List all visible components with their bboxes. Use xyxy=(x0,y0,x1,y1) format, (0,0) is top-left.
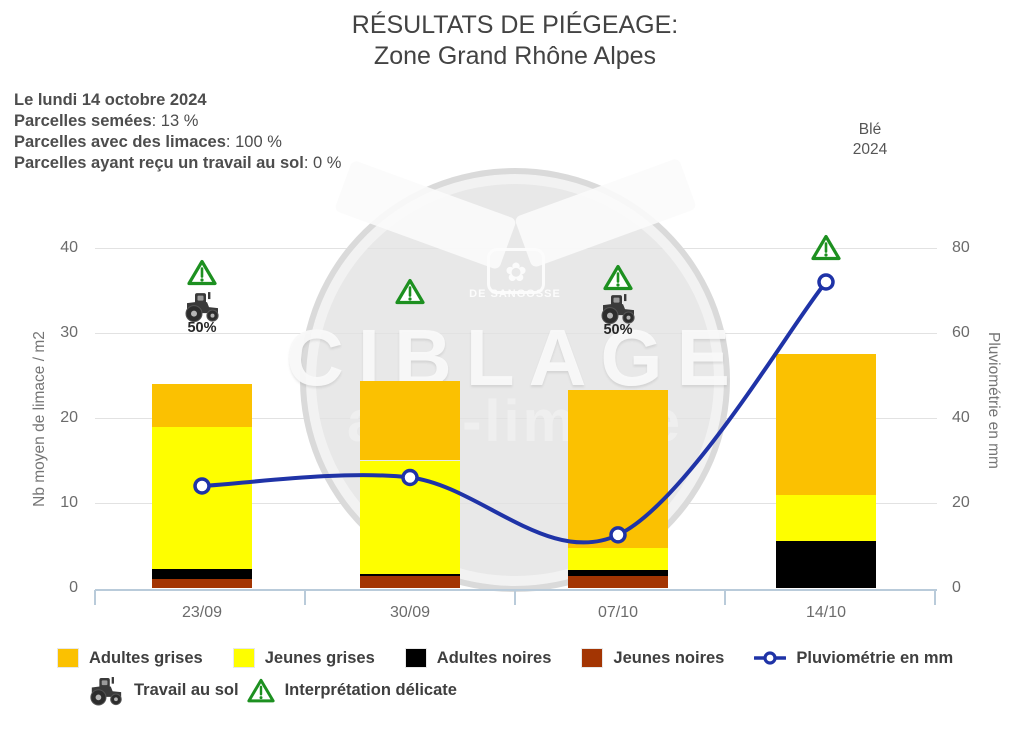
legend-item-interpr-tation-d-licate[interactable]: Interprétation délicate xyxy=(246,678,457,703)
legend-item-jeunes-grises[interactable]: Jeunes grises xyxy=(232,648,375,668)
y-axis-tick-left: 20 xyxy=(60,409,78,426)
page-title: RÉSULTATS DE PIÉGEAGE: Zone Grand Rhône … xyxy=(0,10,1030,72)
x-tick-label: 14/10 xyxy=(805,604,847,621)
legend-swatch xyxy=(581,648,604,668)
legend-label: Interprétation délicate xyxy=(284,681,457,700)
bar-segment-jeunes-noires xyxy=(152,578,252,588)
y-axis-tick-left: 30 xyxy=(60,324,78,341)
legend-label: Travail au sol xyxy=(134,681,239,700)
x-axis-tick xyxy=(724,590,726,605)
info-row-slugs: Parcelles avec des limaces: 100 % xyxy=(14,133,282,151)
legend-swatch xyxy=(57,648,79,668)
legend-item-adultes-noires[interactable]: Adultes noires xyxy=(404,648,552,668)
bar-segment-adultes-grises xyxy=(776,354,876,495)
bar-segment-jeunes-grises xyxy=(152,426,252,570)
bar-segment-jeunes-noires xyxy=(568,576,668,588)
bar-segment-adultes-noires xyxy=(568,570,668,577)
y-axis-tick-left: 0 xyxy=(69,579,78,596)
tractor-icon xyxy=(90,677,122,706)
legend-label: Jeunes grises xyxy=(264,648,375,667)
rain-line-legend-icon xyxy=(754,650,787,666)
warning-triangle-icon xyxy=(811,235,841,261)
legend-row-1: Adultes grises Jeunes grises Adultes noire… xyxy=(57,648,953,668)
x-axis-line xyxy=(95,589,937,591)
warning-triangle-icon xyxy=(246,678,275,703)
bar-segment-jeunes-noires xyxy=(360,576,460,588)
watermark-flower-icon: ✿ xyxy=(487,248,545,294)
x-tick-label: 23/09 xyxy=(181,604,223,621)
legend-item-travail-au-sol[interactable]: Travail au sol xyxy=(88,676,239,706)
legend-label: Adultes noires xyxy=(436,648,552,667)
watermark-ribbon-left xyxy=(334,159,517,271)
bar-segment-adultes-noires xyxy=(152,569,252,579)
legend-item-pluviom-trie-en-mm[interactable]: Pluviométrie en mm xyxy=(754,649,953,668)
rain-point-marker xyxy=(817,273,835,291)
crop-name: Blé xyxy=(858,121,882,138)
y-axis-title-right: Pluviométrie en mm xyxy=(985,332,1002,469)
legend-label: Jeunes noires xyxy=(613,648,725,667)
tillage-percent-label: 50% xyxy=(603,321,633,338)
tractor-legend-icon xyxy=(88,676,124,706)
tractor-icon xyxy=(601,293,635,324)
y-axis-title-left: Nb moyen de limace / m2 xyxy=(31,331,48,507)
y-axis-tick-right: 0 xyxy=(952,579,961,596)
bar-segment-jeunes-grises xyxy=(776,494,876,542)
info-row-tillage: Parcelles ayant reçu un travail au sol: … xyxy=(14,154,342,172)
warning-annotation xyxy=(603,264,633,291)
warning-annotation xyxy=(395,278,425,305)
legend-swatch xyxy=(232,648,255,668)
crop-year: 2024 xyxy=(852,141,888,158)
warning-triangle-icon xyxy=(187,259,217,285)
crop-label: Blé 2024 xyxy=(820,120,920,160)
page-title-line2: Zone Grand Rhône Alpes xyxy=(373,42,657,70)
rain-line-legend-icon xyxy=(754,651,787,665)
watermark-company: DE SANGOSSE xyxy=(469,288,561,300)
bar-segment-adultes-grises xyxy=(568,389,668,549)
x-axis-tick xyxy=(304,590,306,605)
watermark-ribbon-right xyxy=(514,157,697,269)
warning-triangle-icon xyxy=(395,278,425,304)
tillage-percent-label: 50% xyxy=(187,320,217,337)
y-axis-tick-left: 10 xyxy=(60,494,78,511)
legend-label: Adultes grises xyxy=(89,648,203,667)
x-axis-tick xyxy=(514,590,516,605)
y-axis-tick-right: 40 xyxy=(952,409,970,426)
warning-legend-icon xyxy=(246,678,275,703)
legend-item-jeunes-noires[interactable]: Jeunes noires xyxy=(581,648,724,668)
legend-row-2: Travail au sol Interprétation délicate xyxy=(88,676,457,706)
tractor-annotation: 50% xyxy=(183,291,221,336)
tractor-icon xyxy=(185,292,219,323)
report-date: Le lundi 14 octobre 2024 xyxy=(14,91,207,109)
legend-label: Pluviométrie en mm xyxy=(796,648,954,667)
x-tick-label: 30/09 xyxy=(389,604,431,621)
x-axis-tick xyxy=(934,590,936,605)
bar-segment-adultes-noires xyxy=(360,573,460,577)
bar-segment-jeunes-grises xyxy=(360,460,460,574)
x-axis-tick xyxy=(94,590,96,605)
y-axis-tick-right: 60 xyxy=(952,324,970,341)
bar-segment-adultes-grises xyxy=(152,384,252,427)
watermark-brand: CIBLAGE xyxy=(286,313,744,402)
page-title-line1: RÉSULTATS DE PIÉGEAGE: xyxy=(351,11,679,39)
bar-segment-adultes-noires xyxy=(776,541,876,588)
legend-item-adultes-grises[interactable]: Adultes grises xyxy=(57,648,203,668)
y-axis-tick-right: 80 xyxy=(952,239,970,256)
watermark-subbrand: anti-limace xyxy=(347,389,683,454)
x-tick-label: 07/10 xyxy=(597,604,639,621)
gridline xyxy=(95,332,937,334)
warning-triangle-icon xyxy=(603,264,633,290)
summary-block: Le lundi 14 octobre 2024 Parcelles semée… xyxy=(14,90,341,174)
y-axis-tick-right: 20 xyxy=(952,494,970,511)
y-axis-tick-left: 40 xyxy=(60,239,78,256)
legend-swatch xyxy=(404,648,427,668)
bar-segment-adultes-grises xyxy=(360,381,460,461)
bar-segment-jeunes-grises xyxy=(568,548,668,571)
tractor-annotation: 50% xyxy=(599,293,637,338)
warning-annotation xyxy=(187,259,217,286)
warning-annotation xyxy=(811,234,841,261)
info-row-sown: Parcelles semées: 13 % xyxy=(14,112,199,130)
